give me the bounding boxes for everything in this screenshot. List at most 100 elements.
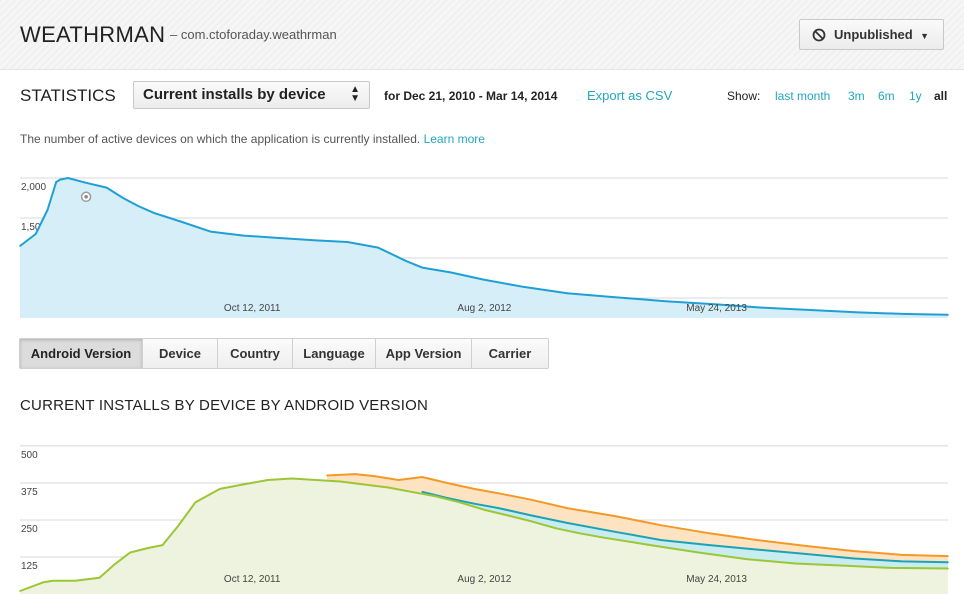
- x-tick-label: May 24, 2013: [686, 574, 747, 585]
- data-point: [405, 260, 408, 262]
- data-point: [59, 178, 61, 181]
- data-point: [809, 309, 812, 311]
- tab-language[interactable]: Language: [293, 339, 376, 368]
- tab-app-version[interactable]: App Version: [376, 339, 472, 368]
- data-point: [756, 548, 759, 551]
- data-point: [458, 501, 461, 503]
- data-point: [67, 177, 69, 179]
- data-point: [715, 303, 718, 306]
- publish-status-button[interactable]: Unpublished ▼: [799, 19, 944, 50]
- data-point: [449, 271, 452, 274]
- data-point: [434, 495, 437, 498]
- data-point: [267, 479, 269, 481]
- data-point: [326, 474, 328, 477]
- data-point: [614, 296, 616, 298]
- range-6m[interactable]: 6m: [878, 89, 895, 103]
- data-point: [853, 550, 856, 552]
- x-tick-label: Aug 2, 2012: [457, 303, 511, 314]
- select-arrows-icon: ▲ ▼: [350, 84, 360, 104]
- data-point: [697, 551, 700, 554]
- data-point: [129, 551, 131, 554]
- data-point: [397, 479, 400, 481]
- tab-carrier[interactable]: Carrier: [472, 339, 548, 368]
- data-point: [566, 292, 568, 294]
- data-point: [362, 483, 365, 486]
- android-version-chart: 500 375 250 125 Oct 12, 2011 Aug 2, 2012 May 2…: [19, 440, 949, 594]
- data-point: [794, 562, 797, 565]
- data-point: [507, 514, 509, 517]
- series-area-2: [20, 478, 948, 594]
- data-point: [660, 539, 663, 541]
- data-point: [708, 544, 711, 546]
- data-point: [901, 554, 904, 556]
- tab-device[interactable]: Device: [143, 339, 218, 368]
- data-point: [890, 567, 893, 569]
- chart-description: The number of active devices on which th…: [20, 132, 485, 146]
- data-point: [346, 241, 349, 243]
- tab-country[interactable]: Country: [218, 339, 293, 368]
- y-tick-label: 125: [21, 561, 38, 572]
- series-line-0: [19, 177, 949, 316]
- metric-select[interactable]: Current installs by device ▲ ▼: [133, 81, 370, 109]
- y-tick-label: 2,000: [21, 182, 46, 193]
- section-title: CURRENT INSTALLS BY DEVICE BY ANDROID VE…: [20, 397, 428, 414]
- data-point: [113, 563, 116, 566]
- data-point: [46, 209, 49, 211]
- data-point: [373, 475, 376, 477]
- data-point: [386, 486, 389, 489]
- series-line-0: [326, 473, 949, 558]
- data-point: [497, 492, 500, 495]
- data-point: [947, 314, 949, 316]
- data-point: [649, 544, 652, 546]
- range-all[interactable]: all: [934, 89, 948, 103]
- x-tick-label: Oct 12, 2011: [224, 303, 281, 314]
- android-version-chart-svg: 500 375 250 125 Oct 12, 2011 Aug 2, 2012 May 2…: [19, 445, 949, 594]
- data-point: [105, 186, 108, 189]
- data-point: [760, 306, 763, 309]
- data-point: [315, 239, 317, 242]
- data-point: [947, 561, 949, 564]
- data-point: [146, 547, 149, 549]
- data-point: [98, 576, 101, 579]
- app-header: WEATHRMAN – com.ctoforaday.weathrman Unp…: [0, 0, 964, 70]
- range-3m[interactable]: 3m: [848, 89, 865, 103]
- data-point: [664, 300, 667, 302]
- data-point: [660, 524, 663, 527]
- data-point: [377, 246, 379, 249]
- data-point: [805, 545, 808, 547]
- data-point: [905, 313, 908, 315]
- data-point: [85, 182, 87, 184]
- data-point: [137, 205, 139, 207]
- range-last-month[interactable]: last month: [775, 89, 831, 103]
- data-point: [410, 491, 413, 493]
- learn-more-link[interactable]: Learn more: [423, 132, 485, 146]
- data-point: [756, 539, 759, 541]
- export-csv-link[interactable]: Export as CSV: [587, 88, 673, 103]
- caret-down-icon: ▼: [920, 31, 929, 41]
- data-point: [74, 579, 76, 582]
- data-point: [947, 567, 949, 570]
- tab-android-version[interactable]: Android Version: [20, 339, 143, 368]
- data-point: [52, 579, 54, 582]
- description-text: The number of active devices on which th…: [20, 132, 421, 146]
- data-point: [421, 491, 424, 493]
- x-tick-label: Aug 2, 2012: [457, 574, 511, 585]
- data-point: [842, 564, 845, 567]
- data-point: [19, 245, 21, 247]
- data-point: [34, 233, 37, 235]
- data-point: [153, 212, 156, 214]
- data-point: [522, 286, 524, 288]
- y-tick-label: 250: [21, 524, 38, 535]
- range-1y[interactable]: 1y: [909, 89, 922, 103]
- data-point: [42, 581, 45, 583]
- date-range: for Dec 21, 2010 - Mar 14, 2014: [384, 89, 558, 103]
- data-point: [209, 230, 212, 233]
- data-point: [603, 536, 605, 539]
- data-point: [947, 555, 949, 557]
- y-tick-label: 500: [21, 450, 38, 461]
- app-title: WEATHRMAN: [20, 22, 166, 47]
- y-tick-label: 1,500: [21, 222, 46, 233]
- data-point: [290, 477, 293, 480]
